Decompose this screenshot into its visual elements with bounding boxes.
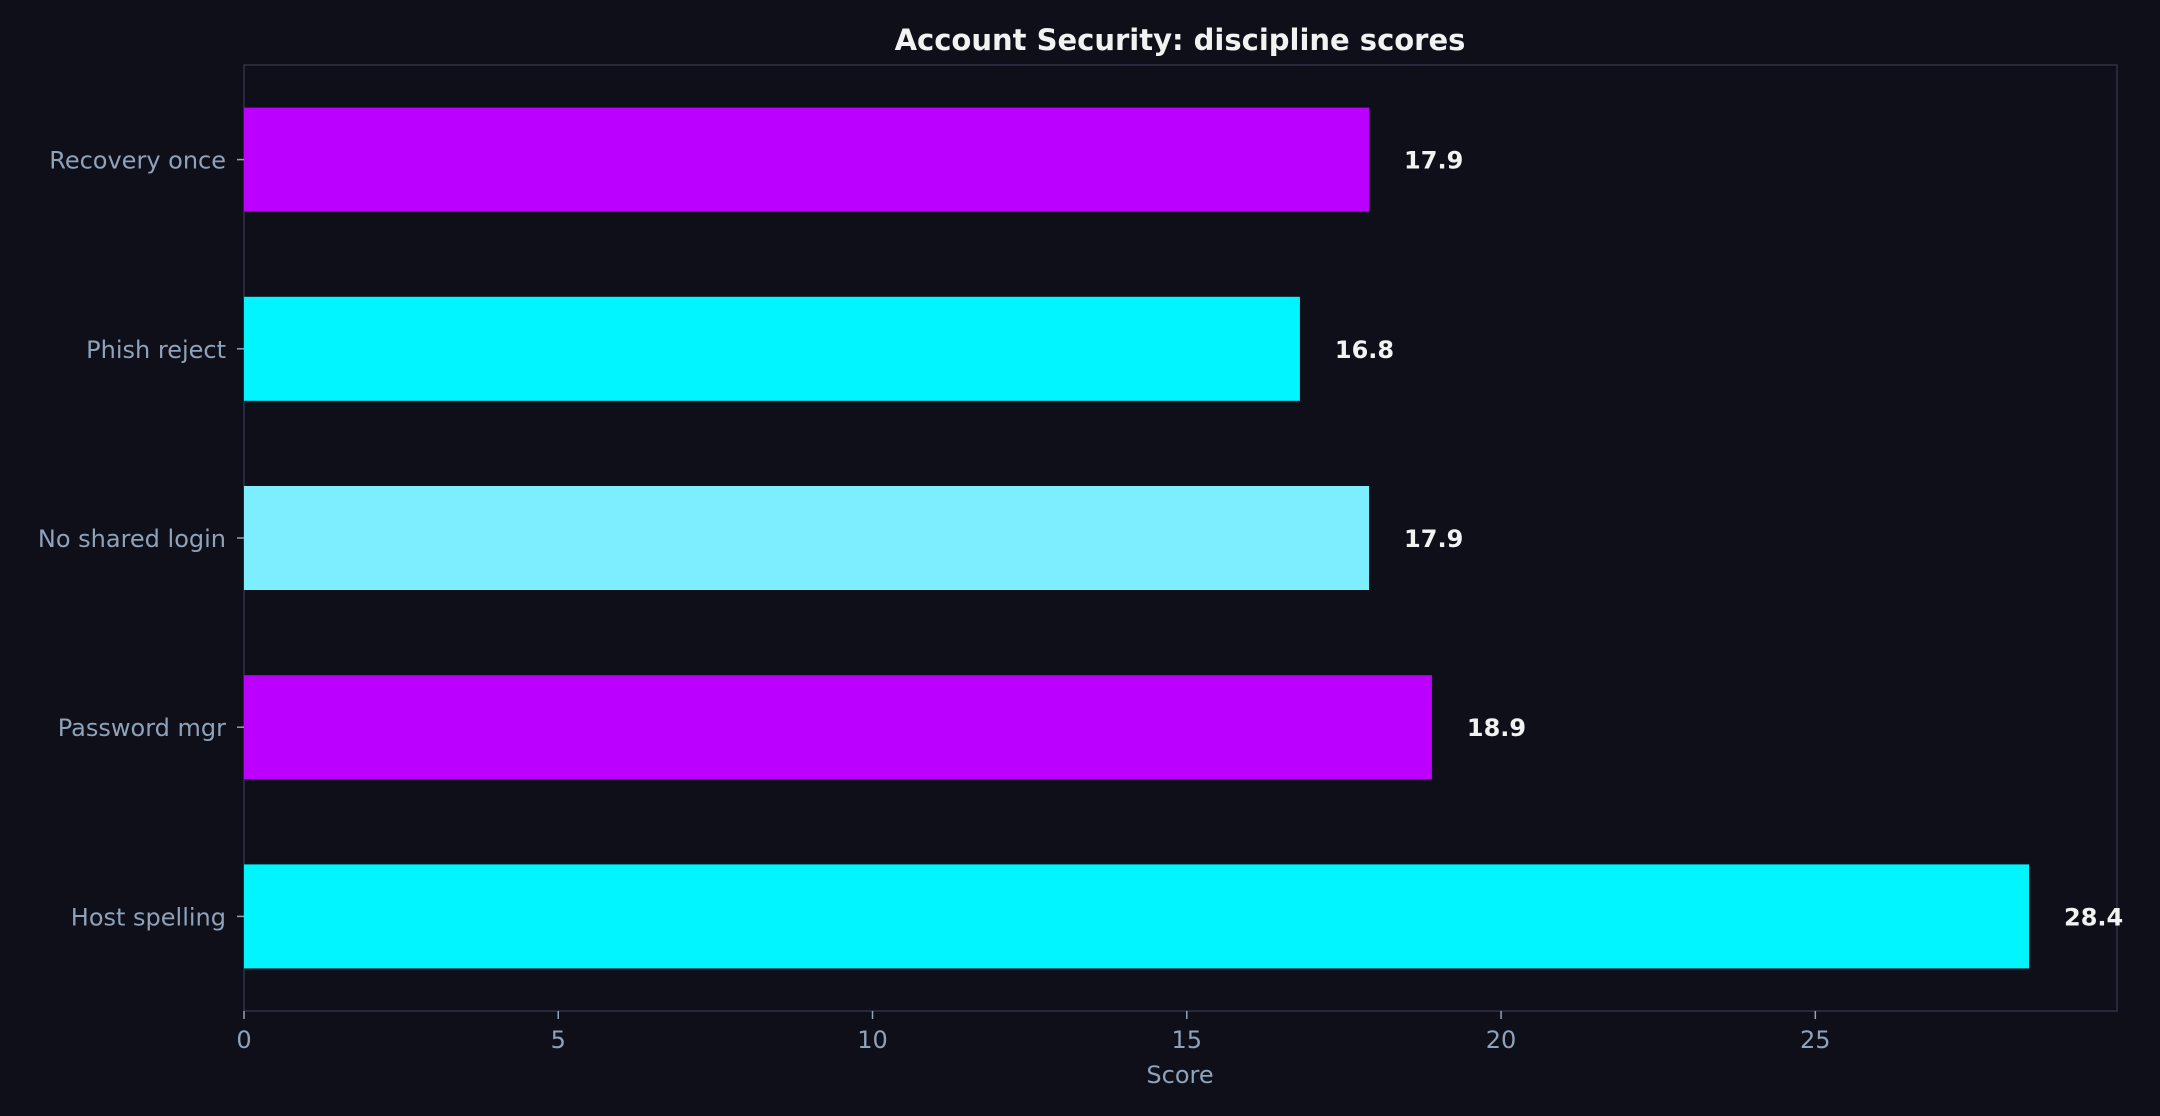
y-tick-label: Password mgr	[58, 714, 226, 742]
x-tick-label: 20	[1486, 1026, 1517, 1054]
x-axis-label: Score	[1146, 1061, 1213, 1089]
bar	[244, 296, 1300, 401]
y-tick-label: Host spelling	[71, 903, 226, 931]
bar	[244, 864, 2030, 969]
y-tick-label: Phish reject	[86, 336, 226, 364]
chart-title: Account Security: discipline scores	[895, 23, 1466, 57]
x-tick-label: 15	[1172, 1026, 1203, 1054]
bar	[244, 107, 1370, 212]
plot-area: Recovery once 17.9 Phish reject 16.8 No shar…	[38, 64, 2123, 1054]
y-tick-label: Recovery once	[49, 147, 226, 175]
x-tick-label: 0	[236, 1026, 251, 1054]
data-label: 17.9	[1404, 525, 1463, 553]
data-label: 28.4	[2064, 903, 2123, 931]
data-label: 18.9	[1467, 714, 1526, 742]
data-label: 16.8	[1335, 336, 1394, 364]
x-tick-label: 25	[1800, 1026, 1831, 1054]
x-tick-label: 10	[857, 1026, 888, 1054]
data-label: 17.9	[1404, 147, 1463, 175]
bar	[244, 486, 1370, 590]
bar	[244, 675, 1432, 780]
y-tick-label: No shared login	[38, 525, 226, 553]
x-tick-label: 5	[551, 1026, 566, 1054]
